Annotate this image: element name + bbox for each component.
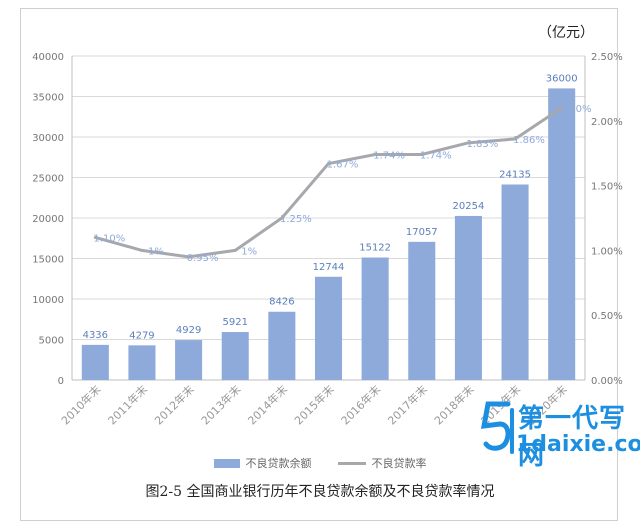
- rate-value-label: 1%: [241, 246, 257, 257]
- rate-line: [94, 106, 563, 259]
- rate-point: [466, 141, 470, 145]
- rate-value-label: 0.95%: [187, 253, 219, 264]
- rate-value-label: 1.83%: [467, 139, 499, 150]
- rate-value-label: 1.74%: [420, 150, 452, 161]
- rate-value-label: 1.25%: [280, 214, 312, 225]
- y-right-tick-label: 2.00%: [591, 117, 623, 128]
- x-tick-label: 2011年末: [105, 382, 150, 427]
- x-tick-label: 2012年末: [151, 382, 196, 427]
- y-left-tick-label: 20000: [32, 214, 64, 225]
- x-tick-label: 2015年末: [291, 382, 336, 427]
- bar: [81, 344, 109, 380]
- bar-value-label: 24135: [499, 170, 531, 181]
- bar: [408, 241, 436, 380]
- legend-swatch-bar: [213, 458, 240, 468]
- x-tick-label: 2016年末: [338, 382, 383, 427]
- bar-value-label: 36000: [546, 73, 578, 84]
- bar: [221, 332, 249, 380]
- bar-value-label: 8426: [269, 297, 294, 308]
- x-tick-label: 2018年末: [431, 382, 476, 427]
- legend: 不良贷款余额 不良贷款率: [0, 455, 640, 471]
- y-left-tick-label: 5000: [39, 336, 64, 347]
- rate-point: [233, 248, 237, 252]
- bar-value-label: 4279: [129, 330, 154, 341]
- rate-point: [187, 255, 191, 259]
- watermark-line1: 第一代写网: [518, 404, 627, 471]
- legend-item-rate: 不良贷款率: [337, 455, 427, 471]
- y-right-tick-label: 1.50%: [591, 182, 623, 193]
- bar-value-label: 17057: [406, 227, 438, 238]
- y-left-tick-label: 30000: [32, 133, 64, 144]
- bar-value-label: 12744: [313, 262, 345, 273]
- y-left-tick-label: 15000: [32, 255, 64, 266]
- y-right-tick-label: 0.00%: [591, 376, 623, 387]
- rate-value-label: 1.86%: [513, 135, 545, 146]
- bar: [548, 88, 576, 381]
- rate-point: [327, 162, 330, 166]
- bar: [268, 311, 296, 380]
- rate-value-label: 2.10%: [560, 104, 592, 115]
- y-right-tick-label: 2.50%: [591, 52, 623, 63]
- bar: [128, 345, 156, 380]
- rate-point: [140, 248, 144, 252]
- y-left-tick-label: 0: [58, 376, 64, 387]
- rate-value-label: 1.10%: [93, 233, 125, 244]
- rate-point: [420, 152, 424, 156]
- rate-point: [373, 152, 377, 156]
- rate-value-label: 1%: [148, 246, 164, 257]
- bar: [175, 340, 203, 380]
- bar-value-label: 15122: [359, 243, 391, 254]
- legend-label-rate: 不良贷款率: [371, 457, 427, 470]
- rate-point: [560, 106, 564, 110]
- legend-item-balance: 不良贷款余额: [213, 455, 312, 471]
- legend-label-balance: 不良贷款余额: [245, 457, 312, 470]
- rate-point: [280, 216, 284, 220]
- bar: [314, 276, 343, 380]
- y-right-tick-label: 1.00%: [591, 246, 623, 257]
- unit-label: （亿元）: [538, 25, 594, 41]
- bar-value-label: 4929: [176, 325, 201, 336]
- legend-swatch-line: [337, 461, 366, 465]
- rate-value-label: 1.67%: [327, 160, 359, 171]
- x-tick-label: 2013年末: [198, 382, 243, 427]
- watermark-line2: 1daixie.com: [516, 432, 640, 457]
- x-tick-label: 2014年末: [245, 382, 290, 427]
- rate-point: [93, 235, 97, 239]
- y-left-tick-label: 25000: [32, 174, 64, 185]
- bar-value-label: 4336: [83, 330, 108, 341]
- bar: [501, 184, 529, 380]
- bar: [454, 215, 482, 380]
- bar: [361, 257, 389, 380]
- bar-value-label: 20254: [453, 201, 485, 212]
- y-left-tick-label: 40000: [32, 52, 64, 63]
- bar-value-label: 5921: [223, 317, 248, 328]
- y-left-tick-label: 10000: [32, 295, 64, 306]
- x-tick-label: 2017年末: [385, 382, 430, 427]
- rate-point: [513, 137, 517, 141]
- y-left-tick-label: 35000: [32, 93, 64, 104]
- watermark-logo: 第一代写网 1daixie.com: [478, 394, 640, 471]
- rate-value-label: 1.74%: [373, 150, 405, 161]
- watermark-mark-icon: [480, 401, 514, 454]
- x-tick-label: 2010年末: [58, 382, 103, 427]
- figure-caption: 图2-5 全国商业银行历年不良贷款余额及不良贷款率情况: [145, 484, 495, 500]
- y-right-tick-label: 0.50%: [591, 311, 623, 322]
